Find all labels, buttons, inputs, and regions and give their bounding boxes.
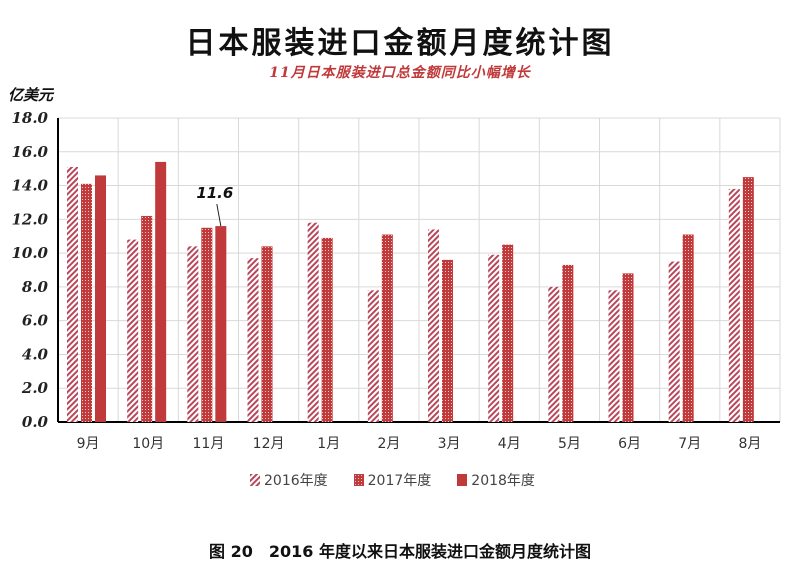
x-tick-label: 10月 [132,436,164,452]
bar-2017年度-12月 [261,246,273,422]
bar-2016年度-1月 [307,222,319,422]
chart-subtitle: 11月日本服装进口总金额同比小幅增长 [269,65,531,81]
bar-2017年度-5月 [562,264,574,422]
bar-2017年度-10月 [141,215,153,422]
y-tick-label: 16.0 [11,143,48,161]
legend-swatch-2016 [250,474,260,486]
y-axis-unit: 亿美元 [8,86,54,104]
bar-2017年度-11月 [201,227,213,422]
x-tick-label: 9月 [77,436,100,452]
legend-swatch-2017 [353,474,364,486]
legend-swatch-2018 [457,474,468,486]
y-tick-label: 6.0 [22,312,49,330]
bar-2017年度-8月 [742,177,754,422]
bar-2016年度-10月 [127,239,139,422]
bar-2017年度-2月 [381,234,393,422]
bar-2017年度-9月 [81,183,92,422]
grid-layer [57,117,781,423]
annotation-leader-line [216,203,222,227]
x-tick-label: 4月 [498,436,521,452]
bar-2016年度-6月 [608,290,620,422]
bar-2016年度-5月 [548,286,560,422]
bar-2016年度-7月 [668,261,680,422]
x-tick-label: 5月 [558,436,581,452]
x-tick-label: 7月 [678,436,701,452]
bars-layer [67,161,754,422]
x-tick-label: 1月 [317,436,340,452]
bar-2017年度-6月 [622,273,634,422]
legend-item-2018: 2018年度 [457,470,535,490]
legend-label-2018: 2018年度 [471,473,535,489]
bar-2016年度-11月 [187,246,199,422]
annotation-label: 11.6 [196,184,233,202]
bar-2018年度-11月 [215,226,227,422]
y-tick-label: 4.0 [22,345,49,363]
y-tick-label: 14.0 [11,177,48,195]
chart-title: 日本服装进口金额月度统计图 [185,26,615,61]
y-tick-label: 0.0 [22,413,49,431]
labels-layer: 0.0 2.0 4.0 6.0 8.0 10.0 12.0 14.0 16.0 18.0 9月 10月… [11,109,761,452]
bar-2016年度-8月 [728,188,740,422]
y-tick-label: 12.0 [11,210,48,228]
legend-label-2017: 2017年度 [367,473,432,489]
bar-2017年度-4月 [502,244,514,422]
x-tick-label: 3月 [438,436,461,452]
bar-2017年度-7月 [682,234,694,422]
x-tick-label: 2月 [377,436,400,452]
y-tick-label: 18.0 [11,109,48,127]
bar-2017年度-3月 [442,259,453,422]
x-tick-label: 11月 [193,436,225,452]
y-tick-label: 10.0 [11,244,48,262]
bar-2016年度-9月 [67,166,78,422]
legend-item-2016: 2016年度 [250,470,328,490]
bar-2016年度-2月 [367,290,379,422]
bar-2016年度-3月 [428,229,439,422]
bar-2016年度-12月 [247,258,259,422]
bar-2017年度-1月 [321,237,333,422]
x-tick-label: 12月 [253,436,285,452]
bar-2018年度-9月 [95,175,106,422]
figure-caption: 图 20 2016 年度以来日本服装进口金额月度统计图 [209,542,591,561]
x-tick-label: 6月 [618,436,641,452]
legend-item-2017: 2017年度 [353,470,432,490]
legend-label-2016: 2016年度 [264,473,328,489]
x-tick-label: 8月 [738,436,761,452]
bar-2018年度-10月 [155,161,167,422]
y-tick-label: 8.0 [22,278,49,296]
y-tick-label: 2.0 [21,379,49,397]
bar-2016年度-4月 [488,254,500,422]
legend: 2016年度 2017年度 2018年度 [250,470,535,490]
